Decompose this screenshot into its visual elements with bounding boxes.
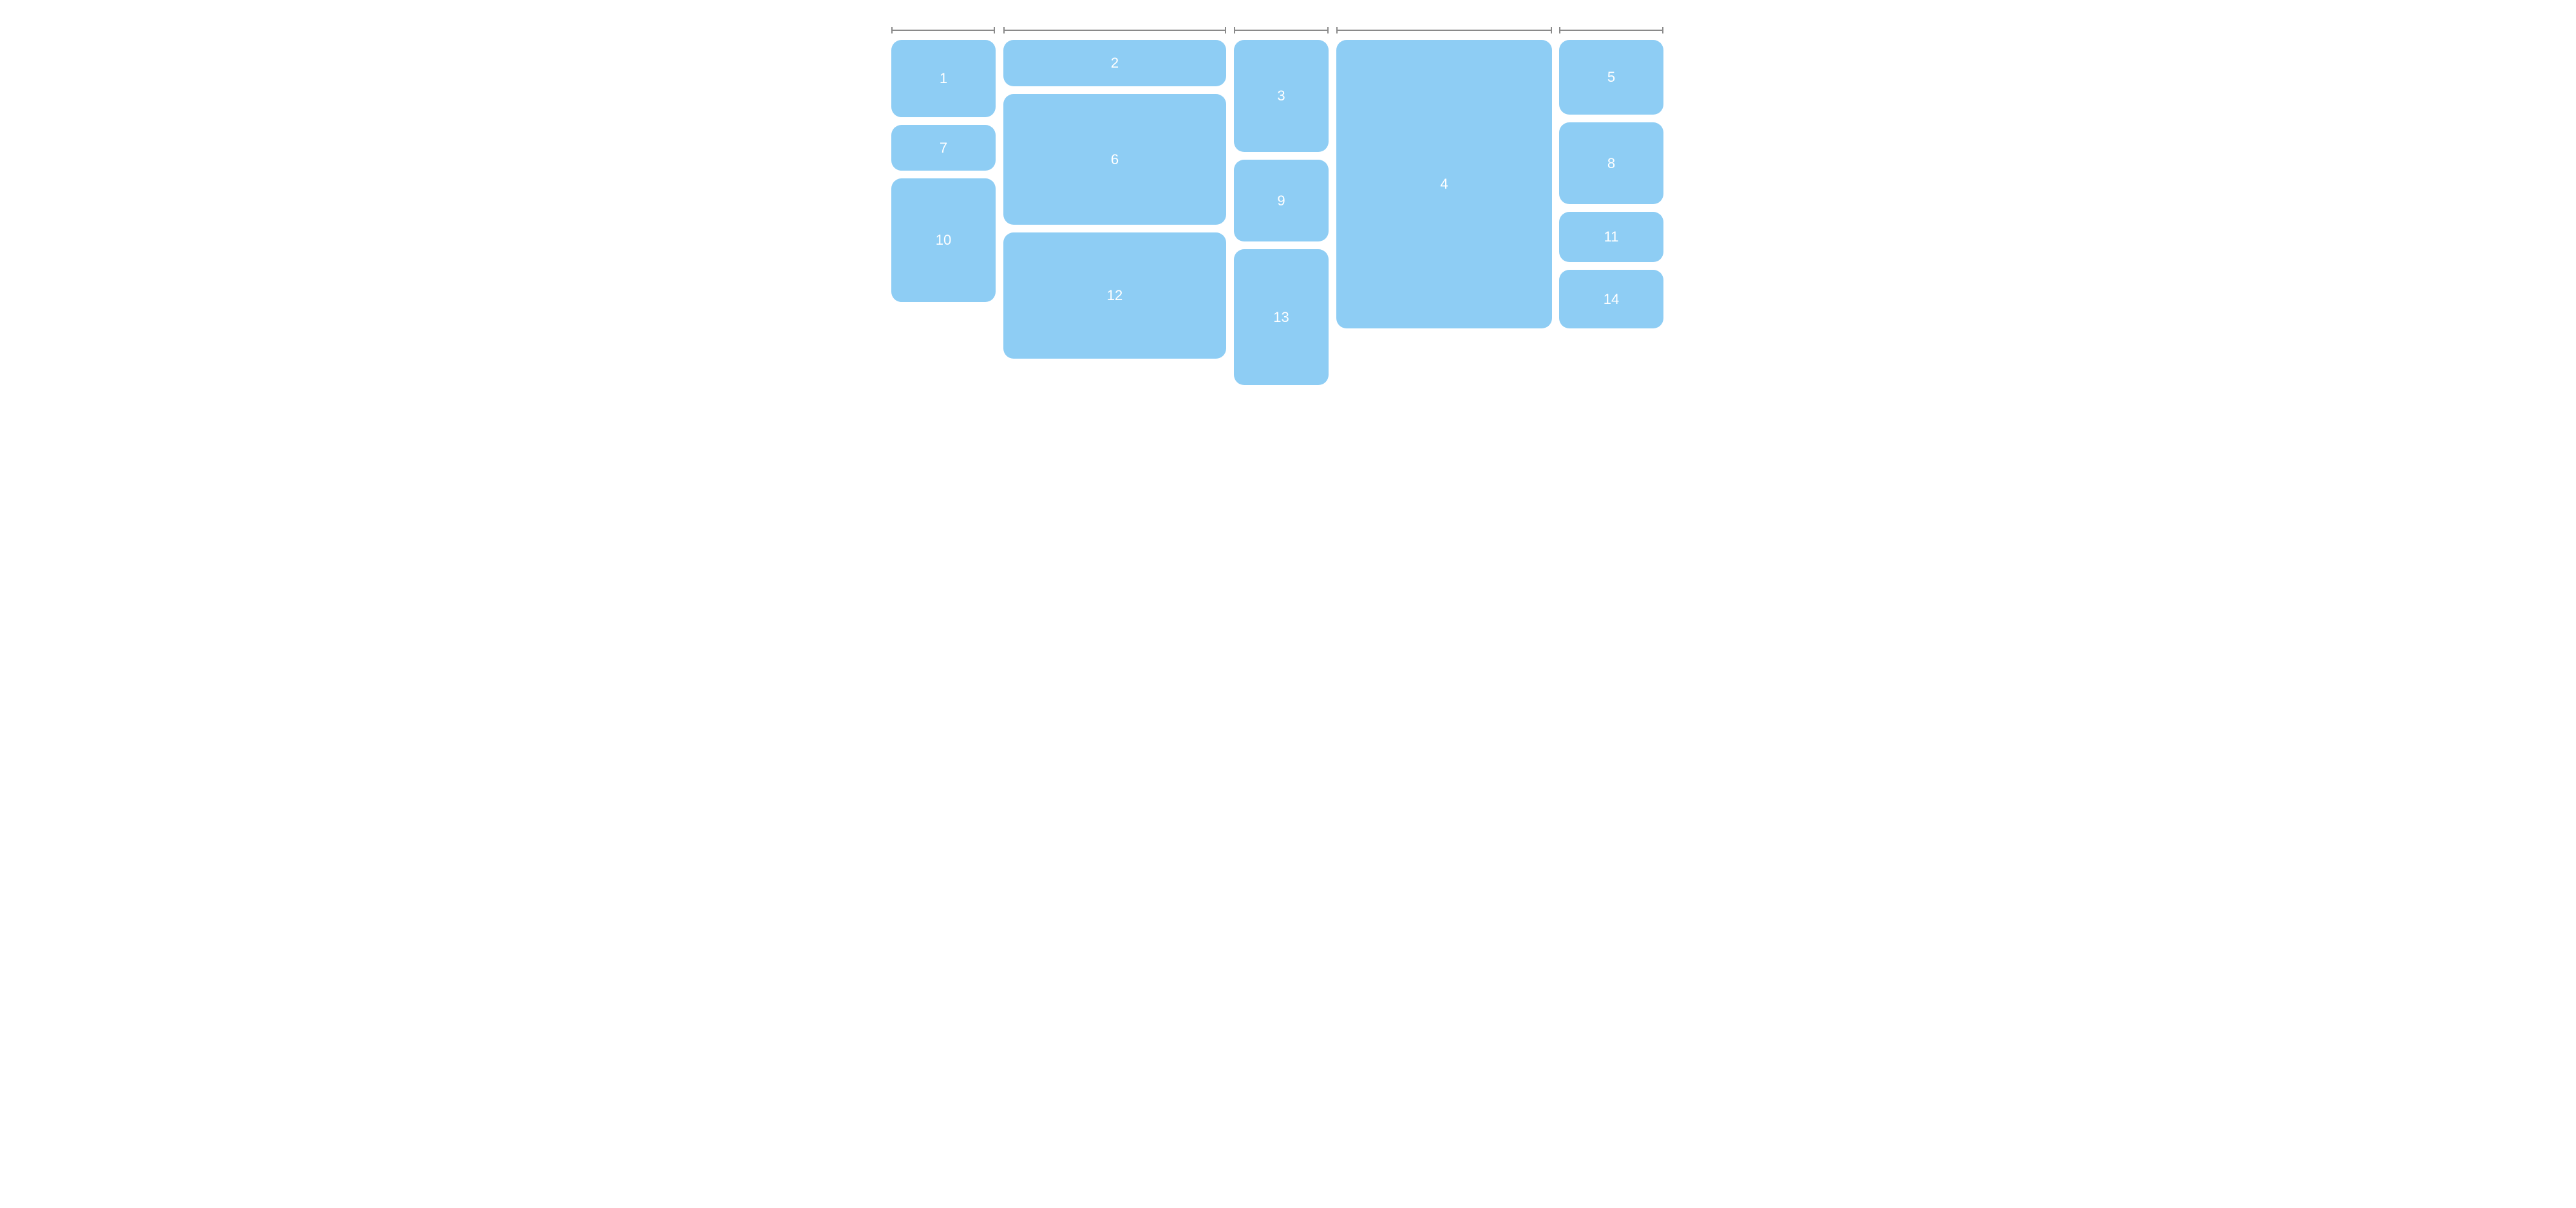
masonry-block-5: 5 (1559, 40, 1663, 115)
block-label: 11 (1604, 229, 1619, 245)
column-ruler-4 (1336, 29, 1552, 35)
masonry-block-8: 8 (1559, 122, 1663, 204)
column-ruler-3 (1234, 29, 1329, 35)
block-label: 9 (1277, 193, 1285, 209)
block-label: 14 (1604, 291, 1619, 308)
masonry-block-1: 1 (891, 40, 996, 117)
block-label: 10 (936, 232, 951, 249)
masonry-block-12: 12 (1003, 232, 1226, 359)
masonry-demo-canvas: 1 2 3 4 5 6 7 8 9 10 11 12 13 14 (784, 0, 1792, 473)
column-ruler-2 (1003, 29, 1226, 35)
masonry-block-2: 2 (1003, 40, 1226, 86)
masonry-block-10: 10 (891, 178, 996, 302)
column-ruler-1 (891, 29, 995, 35)
masonry-block-7: 7 (891, 125, 996, 171)
block-label: 6 (1111, 151, 1119, 168)
block-label: 5 (1607, 69, 1615, 86)
masonry-block-6: 6 (1003, 94, 1226, 225)
masonry-block-13: 13 (1234, 249, 1329, 385)
column-ruler-5 (1559, 29, 1663, 35)
block-label: 7 (940, 140, 947, 156)
masonry-block-9: 9 (1234, 160, 1329, 241)
masonry-block-14: 14 (1559, 270, 1663, 328)
block-label: 12 (1107, 287, 1122, 304)
block-label: 4 (1440, 176, 1448, 193)
masonry-block-3: 3 (1234, 40, 1329, 152)
masonry-block-11: 11 (1559, 212, 1663, 262)
block-label: 13 (1273, 309, 1289, 326)
masonry-block-4: 4 (1336, 40, 1552, 328)
block-label: 8 (1607, 155, 1615, 172)
block-label: 2 (1111, 55, 1119, 71)
block-label: 1 (940, 70, 947, 87)
block-label: 3 (1277, 88, 1285, 104)
